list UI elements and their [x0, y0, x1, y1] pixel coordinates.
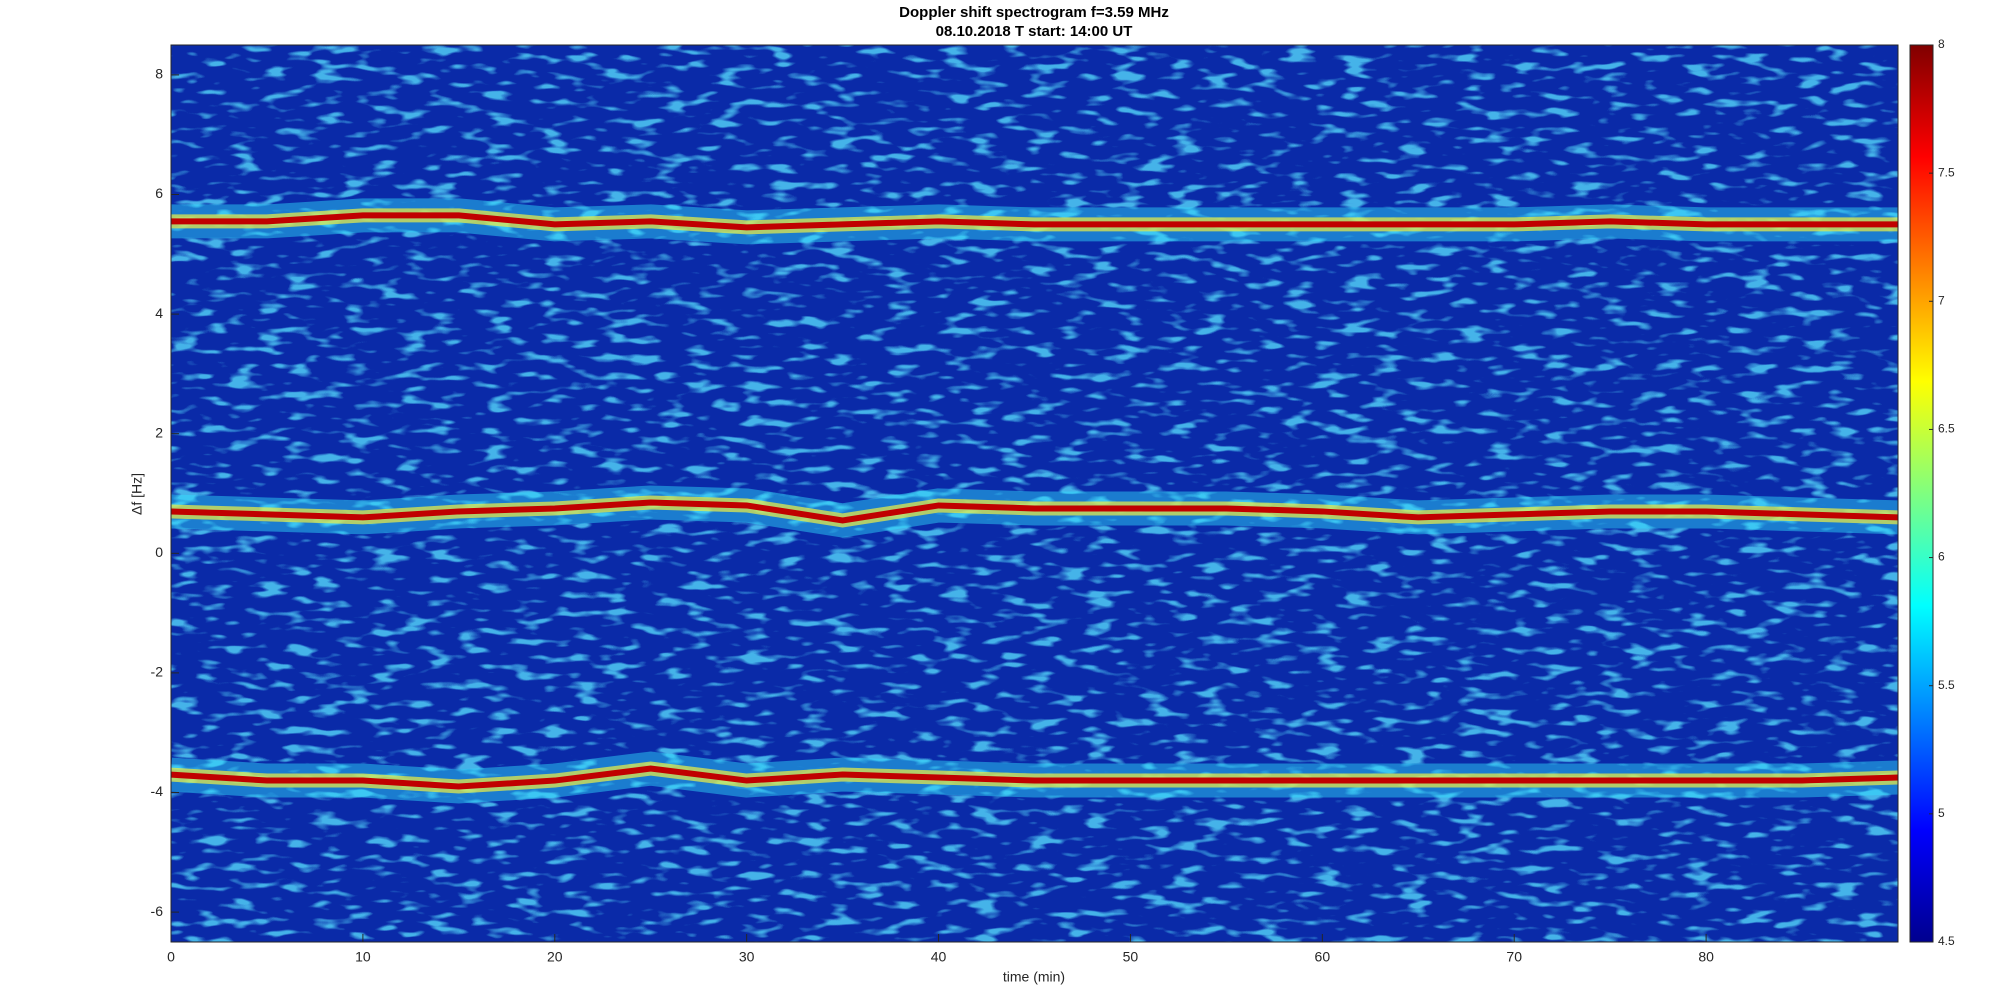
y-tick-label: -4	[151, 783, 164, 799]
y-tick-label: 6	[155, 185, 163, 201]
colorbar-tick-label: 8	[1938, 37, 1945, 51]
x-tick-label: 70	[1506, 949, 1522, 965]
y-tick-label: -6	[151, 903, 164, 919]
x-tick-label: 30	[739, 949, 755, 965]
y-axis-label: Δf [Hz]	[129, 473, 145, 515]
y-tick-label: 2	[155, 424, 163, 440]
y-tick-label: 0	[155, 544, 163, 560]
colorbar-tick-label: 6	[1938, 550, 1945, 564]
x-tick-label: 50	[1123, 949, 1139, 965]
x-tick-label: 60	[1315, 949, 1331, 965]
colorbar-tick-label: 6.5	[1938, 422, 1955, 436]
trace	[171, 765, 1898, 790]
x-tick-label: 80	[1698, 949, 1714, 965]
y-tick-label: 4	[155, 305, 163, 321]
chart-subtitle: 08.10.2018 T start: 14:00 UT	[936, 23, 1133, 40]
x-tick-label: 40	[931, 949, 947, 965]
x-tick-label: 0	[167, 949, 175, 965]
y-tick-label: -2	[151, 664, 164, 680]
trace	[171, 499, 1898, 524]
x-axis-label: time (min)	[1003, 969, 1065, 985]
trace	[171, 212, 1898, 231]
colorbar-tick-label: 7.5	[1938, 165, 1955, 179]
colorbar	[1909, 44, 1934, 943]
x-tick-label: 10	[355, 949, 371, 965]
colorbar-tick-label: 5	[1938, 806, 1945, 820]
plot-area	[171, 45, 1898, 942]
colorbar-tick-label: 4.5	[1938, 934, 1955, 948]
colorbar-tick-label: 5.5	[1938, 678, 1955, 692]
y-tick-label: 8	[155, 66, 163, 82]
chart-title: Doppler shift spectrogram f=3.59 MHz	[899, 4, 1169, 21]
plot-frame	[170, 44, 1899, 943]
colorbar-tick-label: 7	[1938, 293, 1945, 307]
x-tick-label: 20	[547, 949, 563, 965]
